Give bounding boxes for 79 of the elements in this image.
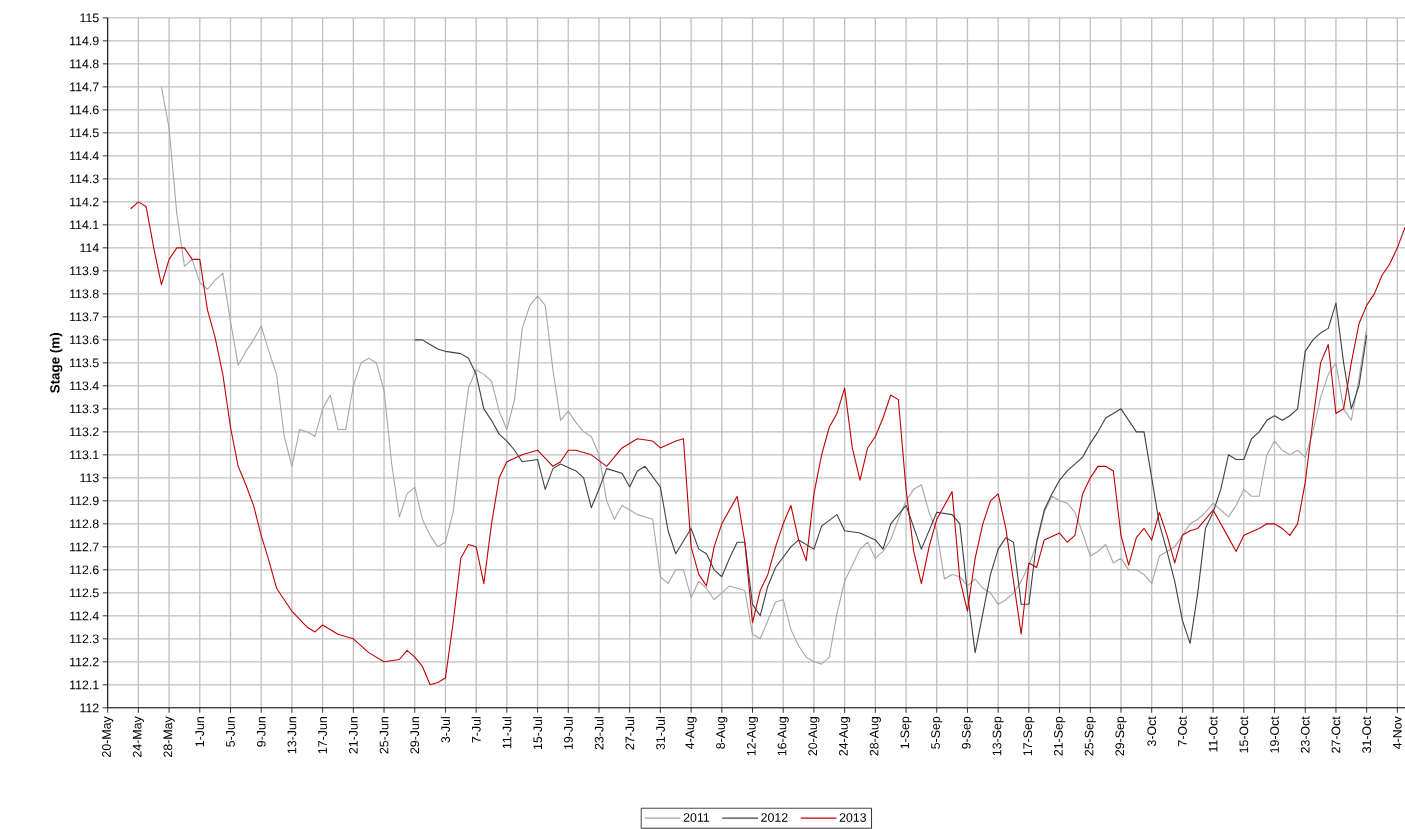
x-tick-label: 7-Jul (471, 717, 481, 743)
x-tick-label: 3-Jul (440, 717, 450, 743)
x-tick-label: 29-Jun (410, 717, 420, 754)
y-tick-label: 114 (80, 243, 99, 253)
x-tick-label: 28-Aug (869, 717, 881, 756)
x-tick-label: 7-Oct (1178, 716, 1187, 746)
x-tick-label: 24-Aug (839, 717, 851, 756)
x-tick-label: 25-Sep (1084, 716, 1096, 756)
y-tick-label: 114.4 (70, 151, 99, 161)
x-tick-label: 23-Oct (1300, 716, 1310, 753)
x-tick-label: 29-Sep (1115, 716, 1127, 756)
y-tick-label: 112.1 (70, 680, 99, 690)
y-tick-label: 113.4 (70, 381, 99, 391)
x-tick-label: 19-Jul (563, 717, 573, 750)
y-tick-label: 112.5 (70, 588, 99, 598)
x-tick-label: 31-Oct (1362, 716, 1372, 753)
x-tick-label: 27-Oct (1331, 716, 1341, 753)
line-series (414, 302, 1368, 654)
y-tick-label: 114.3 (70, 174, 99, 184)
x-tick-label: 25-Jun (379, 717, 389, 754)
x-tick-label: 27-Jul (625, 717, 635, 750)
x-tick-label: 5-Sep (931, 716, 943, 749)
x-tick-label: 17-Jun (318, 717, 327, 754)
y-tick-label: 114.7 (70, 82, 99, 92)
y-tick-label: 112 (80, 703, 99, 713)
y-tick-label: 112.4 (70, 611, 99, 621)
x-tick-label: 1-Jun (195, 717, 205, 747)
y-tick-label: 113.7 (70, 312, 99, 322)
y-tick-label: 114.8 (70, 59, 99, 69)
x-tick-label: 4-Aug (685, 717, 697, 749)
x-tick-label: 23-Jul (594, 717, 604, 750)
y-tick-label: 112.8 (70, 519, 99, 529)
x-tick-label: 28-May (163, 716, 175, 757)
y-tick-label: 113 (80, 473, 99, 483)
x-tick-label: 13-Sep (992, 716, 1004, 756)
y-tick-label: 112.7 (70, 542, 99, 552)
y-tick-label: 114.2 (70, 197, 99, 207)
x-tick-label: 13-Jun (287, 717, 297, 754)
x-tick-label: 16-Aug (777, 717, 789, 756)
x-tick-label: 19-Oct (1270, 716, 1279, 753)
x-tick-label: 12-Aug (746, 717, 759, 756)
y-tick-label: 112.9 (70, 496, 99, 506)
x-tick-label: 31-Jul (655, 717, 665, 750)
y-tick-label: 113.3 (70, 404, 99, 414)
x-tick-label: 9-Jun (256, 717, 266, 747)
legend-label: 2013 (839, 813, 867, 822)
x-tick-label: 1-Sep (900, 716, 912, 749)
y-tick-label: 113.6 (70, 335, 99, 345)
y-tick-label: 112.6 (70, 565, 99, 575)
x-tick-label: 15-Jul (533, 717, 543, 750)
y-tick-label: 114.5 (70, 128, 99, 138)
legend-label: 2011 (683, 813, 710, 822)
y-tick-label: 114.9 (70, 36, 99, 46)
x-tick-label: 20-May (102, 716, 114, 757)
x-tick-label: 4-Nov (1393, 716, 1402, 749)
x-tick-label: 11-Jul (502, 717, 512, 749)
y-tick-label: 112.3 (70, 634, 99, 644)
y-tick-label: 112.2 (70, 657, 99, 667)
x-tick-label: 3-Oct (1147, 716, 1157, 747)
y-tick-label: 114.6 (70, 105, 99, 115)
x-tick-label: 8-Aug (716, 717, 728, 749)
y-tick-label: 113.2 (70, 427, 99, 437)
x-tick-label: 5-Jun (226, 717, 235, 747)
x-tick-label: 11-Oct (1208, 716, 1218, 752)
x-tick-label: 20-Aug (808, 717, 820, 756)
y-tick-label: 113.8 (70, 289, 99, 299)
x-tick-label: 17-Sep (1023, 716, 1035, 756)
y-tick-label: 115 (80, 13, 99, 23)
x-tick-label: 15-Oct (1239, 716, 1249, 753)
y-tick-label: 113.5 (70, 358, 99, 368)
x-tick-label: 24-May (132, 716, 144, 757)
x-tick-label: 21-Sep (1053, 716, 1066, 756)
x-tick-label: 9-Sep (961, 716, 974, 749)
y-tick-label: 114.1 (70, 220, 99, 230)
x-tick-label: 21-Jun (348, 717, 358, 754)
y-tick-label: 113.1 (70, 450, 99, 460)
y-axis-title: Stage (m) (49, 333, 63, 393)
y-tick-label: 113.9 (70, 266, 99, 276)
legend-label: 2012 (761, 813, 788, 822)
